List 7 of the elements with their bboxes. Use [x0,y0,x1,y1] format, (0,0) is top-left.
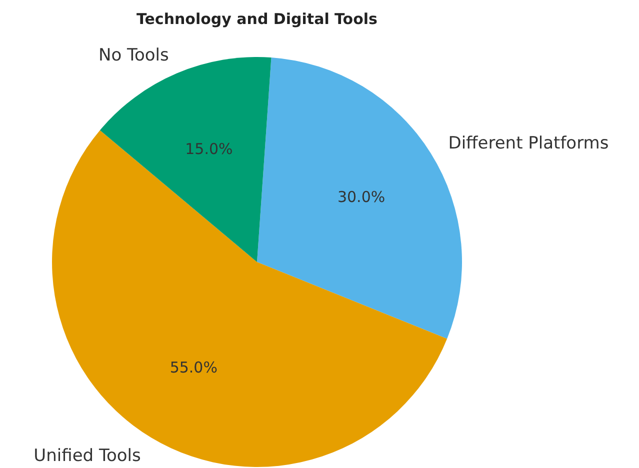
data-label: 30.0% [337,188,386,206]
slice-label: Unified Tools [34,446,141,466]
data-label: 15.0% [185,140,233,158]
slice-label: No Tools [98,45,170,66]
chart-title: Technology and Digital Tools [136,10,378,28]
slice-label: Different Platforms [448,133,609,154]
data-label: 55.0% [170,358,218,377]
